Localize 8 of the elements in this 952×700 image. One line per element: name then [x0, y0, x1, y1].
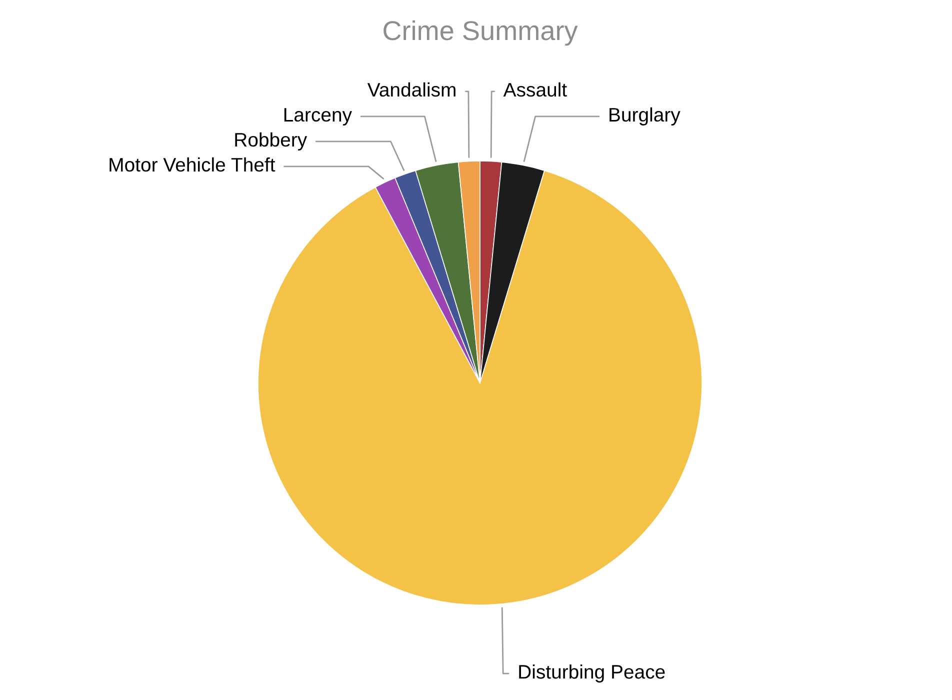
slice-label: Disturbing Peace	[519, 664, 665, 683]
slice-label: Burglary	[610, 107, 680, 126]
chart-title: Crime Summary	[384, 20, 578, 46]
slice-label: Larceny	[284, 108, 352, 126]
slice-label: Motor Vehicle Theft	[110, 157, 276, 172]
slice-label: Assault	[503, 82, 567, 97]
slice-label: Vandalism	[367, 82, 456, 97]
slice-label: Robbery	[235, 132, 308, 150]
